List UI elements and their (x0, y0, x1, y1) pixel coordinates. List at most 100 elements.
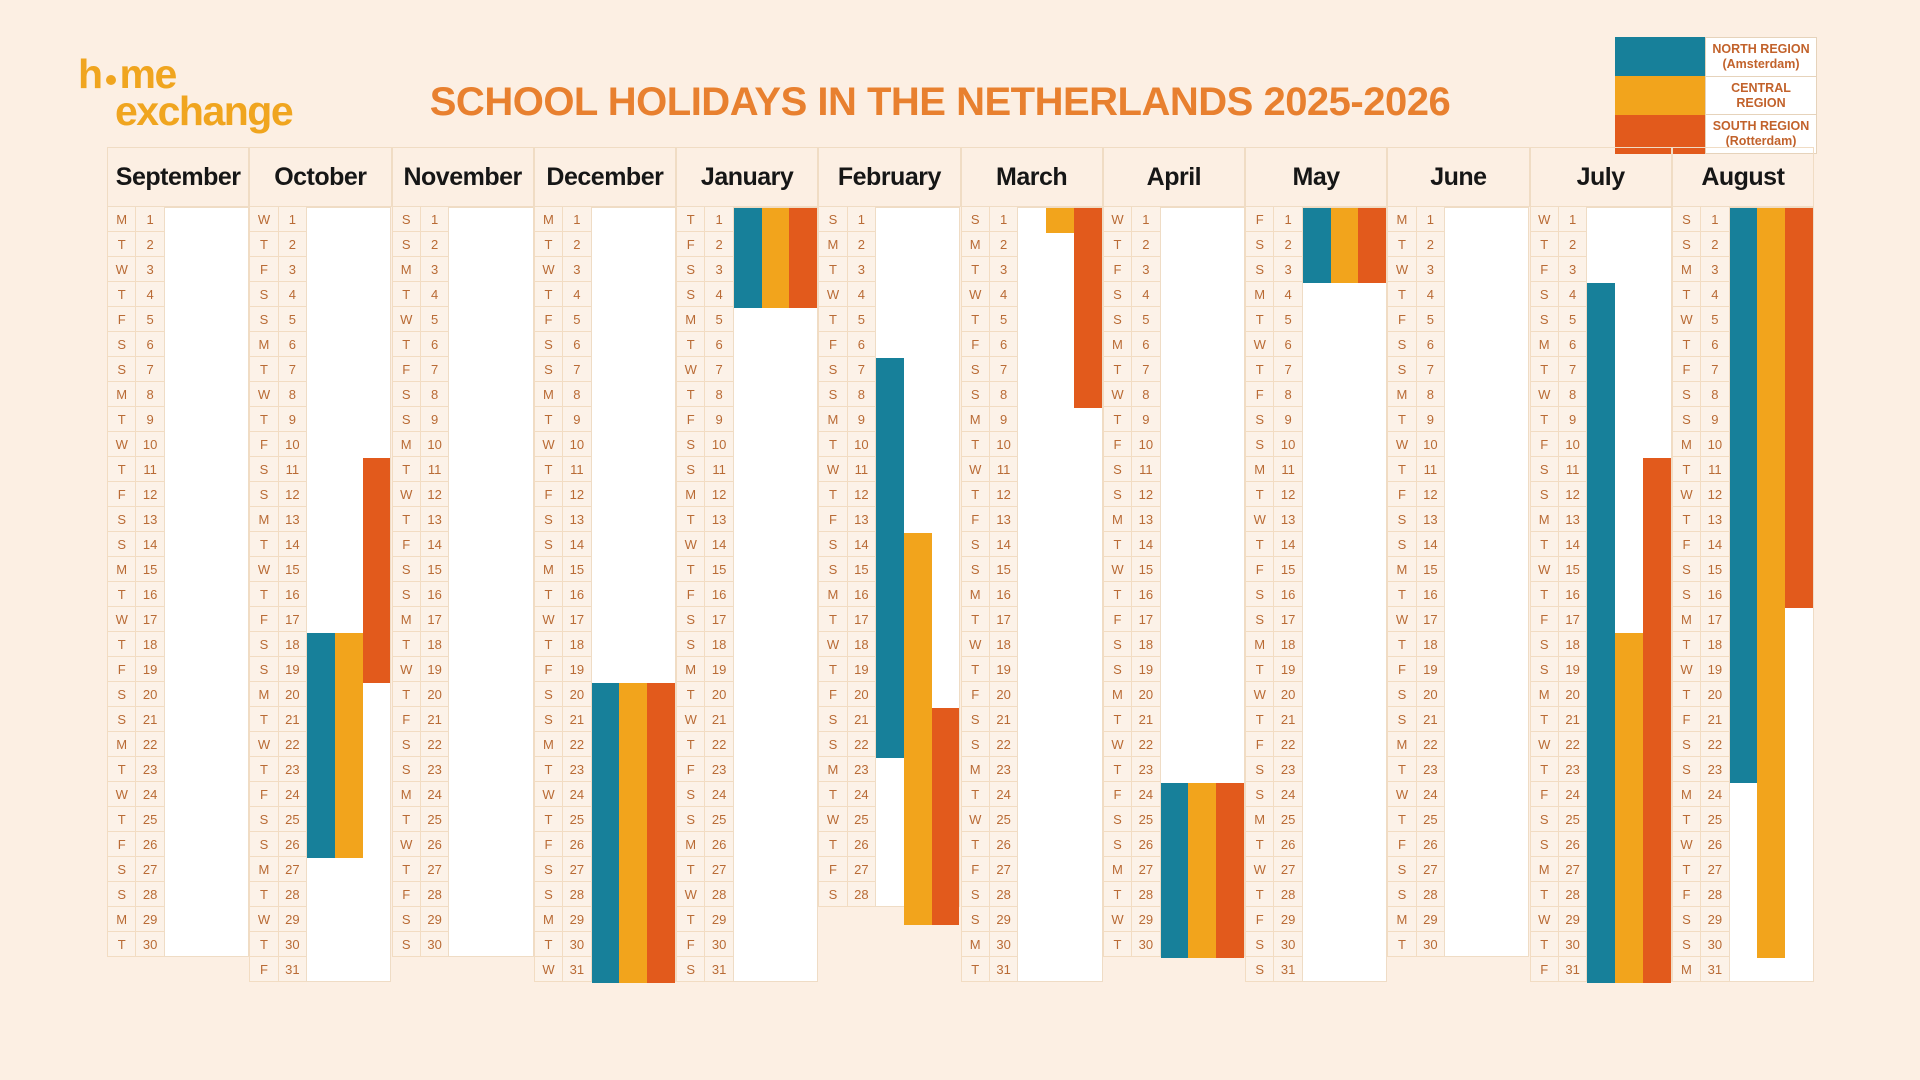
day-row: T 20 (676, 682, 818, 707)
day-letter-cell: W (107, 782, 136, 807)
day-number-cell: 10 (419, 432, 449, 457)
day-number-cell: 31 (277, 957, 307, 982)
day-number-cell: 13 (277, 507, 307, 532)
day-row: W 26 (391, 832, 534, 857)
day-number-cell: 21 (988, 707, 1018, 732)
day-row: S 11 (1102, 457, 1245, 482)
day-letter-cell: S (533, 882, 563, 907)
day-number-cell: 11 (135, 457, 164, 482)
day-number-cell: 17 (277, 607, 307, 632)
day-letter-cell: W (818, 457, 847, 482)
day-letter-cell: F (107, 307, 136, 332)
day-number-cell: 26 (135, 832, 164, 857)
day-letter-cell: T (1245, 482, 1274, 507)
day-row: S 11 (1529, 457, 1672, 482)
day-row: F 19 (107, 657, 249, 682)
day-row: M 29 (1387, 907, 1529, 932)
day-row: S 21 (107, 707, 249, 732)
day-number-cell: 1 (562, 207, 591, 232)
month-column-april: April W 1 T 2 F 3 S 4 S 5 M 6 T 7 W 8 T 9 F 10 S 11 S 12 M 13 T 14 W 1… (1102, 147, 1245, 982)
day-row: T 18 (533, 632, 676, 657)
day-number-cell: 3 (846, 257, 876, 282)
day-row: T 18 (107, 632, 249, 657)
day-letter-cell: W (818, 632, 847, 657)
day-row: T 21 (1102, 707, 1245, 732)
day-letter-cell: F (1529, 257, 1558, 282)
month-title-november: November (391, 147, 534, 207)
day-letter-cell: M (676, 657, 705, 682)
day-number-cell: 14 (988, 532, 1018, 557)
day-number-cell: 20 (1415, 682, 1445, 707)
legend-label-north: NORTH REGION (Amsterdam) (1706, 38, 1816, 77)
day-row: S 20 (1387, 682, 1529, 707)
day-row: W 24 (1387, 782, 1529, 807)
day-row: W 27 (1245, 857, 1387, 882)
day-number-cell: 6 (1131, 332, 1160, 357)
day-letter-cell: M (1671, 607, 1701, 632)
day-row: S 22 (1671, 732, 1814, 757)
day-row: T 20 (391, 682, 534, 707)
day-number-cell: 15 (988, 557, 1018, 582)
holiday-bar-central (1188, 783, 1217, 958)
day-row: M 19 (676, 657, 818, 682)
day-row: T 19 (1245, 657, 1387, 682)
day-number-cell: 1 (988, 207, 1018, 232)
day-row: F 20 (818, 682, 960, 707)
day-number-cell: 5 (135, 307, 164, 332)
holiday-bar-north (733, 208, 762, 308)
homeexchange-logo: h me exchange (78, 54, 294, 132)
day-letter-cell: T (533, 632, 563, 657)
day-number-cell: 3 (1273, 257, 1302, 282)
day-row: T 23 (1529, 757, 1672, 782)
day-number-cell: 28 (135, 882, 164, 907)
day-row: M 13 (1529, 507, 1672, 532)
day-letter-cell: M (1102, 332, 1132, 357)
day-number-cell: 15 (277, 557, 307, 582)
holiday-bar-central (903, 533, 932, 925)
day-row: W 15 (1529, 557, 1672, 582)
day-number-cell: 2 (704, 232, 733, 257)
day-number-cell: 30 (135, 932, 164, 957)
day-number-cell: 31 (704, 957, 733, 982)
day-letter-cell: T (1387, 932, 1416, 957)
day-number-cell: 15 (562, 557, 591, 582)
day-row: M 15 (107, 557, 249, 582)
day-number-cell: 29 (135, 907, 164, 932)
day-number-cell: 29 (988, 907, 1018, 932)
day-letter-cell: T (818, 432, 847, 457)
day-letter-cell: M (960, 932, 989, 957)
day-row: S 20 (533, 682, 676, 707)
day-row: T 26 (818, 832, 960, 857)
day-row: M 22 (107, 732, 249, 757)
day-number-cell: 4 (1700, 282, 1729, 307)
day-number-cell: 25 (846, 807, 876, 832)
day-number-cell: 30 (277, 932, 307, 957)
day-row: T 25 (533, 807, 676, 832)
day-number-cell: 9 (277, 407, 307, 432)
day-number-cell: 9 (846, 407, 876, 432)
day-number-cell: 7 (846, 357, 876, 382)
day-letter-cell: T (249, 232, 278, 257)
day-letter-cell: S (818, 732, 847, 757)
day-number-cell: 17 (704, 607, 733, 632)
day-number-cell: 12 (1557, 482, 1587, 507)
day-letter-cell: T (1387, 282, 1416, 307)
day-number-cell: 18 (846, 632, 876, 657)
day-number-cell: 10 (1131, 432, 1160, 457)
day-letter-cell: M (1387, 557, 1416, 582)
month-column-september: September M 1 T 2 W 3 T 4 F 5 S 6 S 7 M 8 T 9 W 10 T 11 F 12 S 13 S… (107, 147, 250, 982)
day-row: W 20 (1245, 682, 1387, 707)
day-number-cell: 15 (1273, 557, 1302, 582)
day-row: F 13 (818, 507, 960, 532)
day-number-cell: 11 (277, 457, 307, 482)
day-number-cell: 24 (1700, 782, 1729, 807)
month-grid-february: S 1 M 2 T 3 W 4 T 5 F 6 S 7 S 8 M 9 T 10 W 11 T 12 F 13 S 14 S 15 M 16 T… (818, 207, 961, 925)
